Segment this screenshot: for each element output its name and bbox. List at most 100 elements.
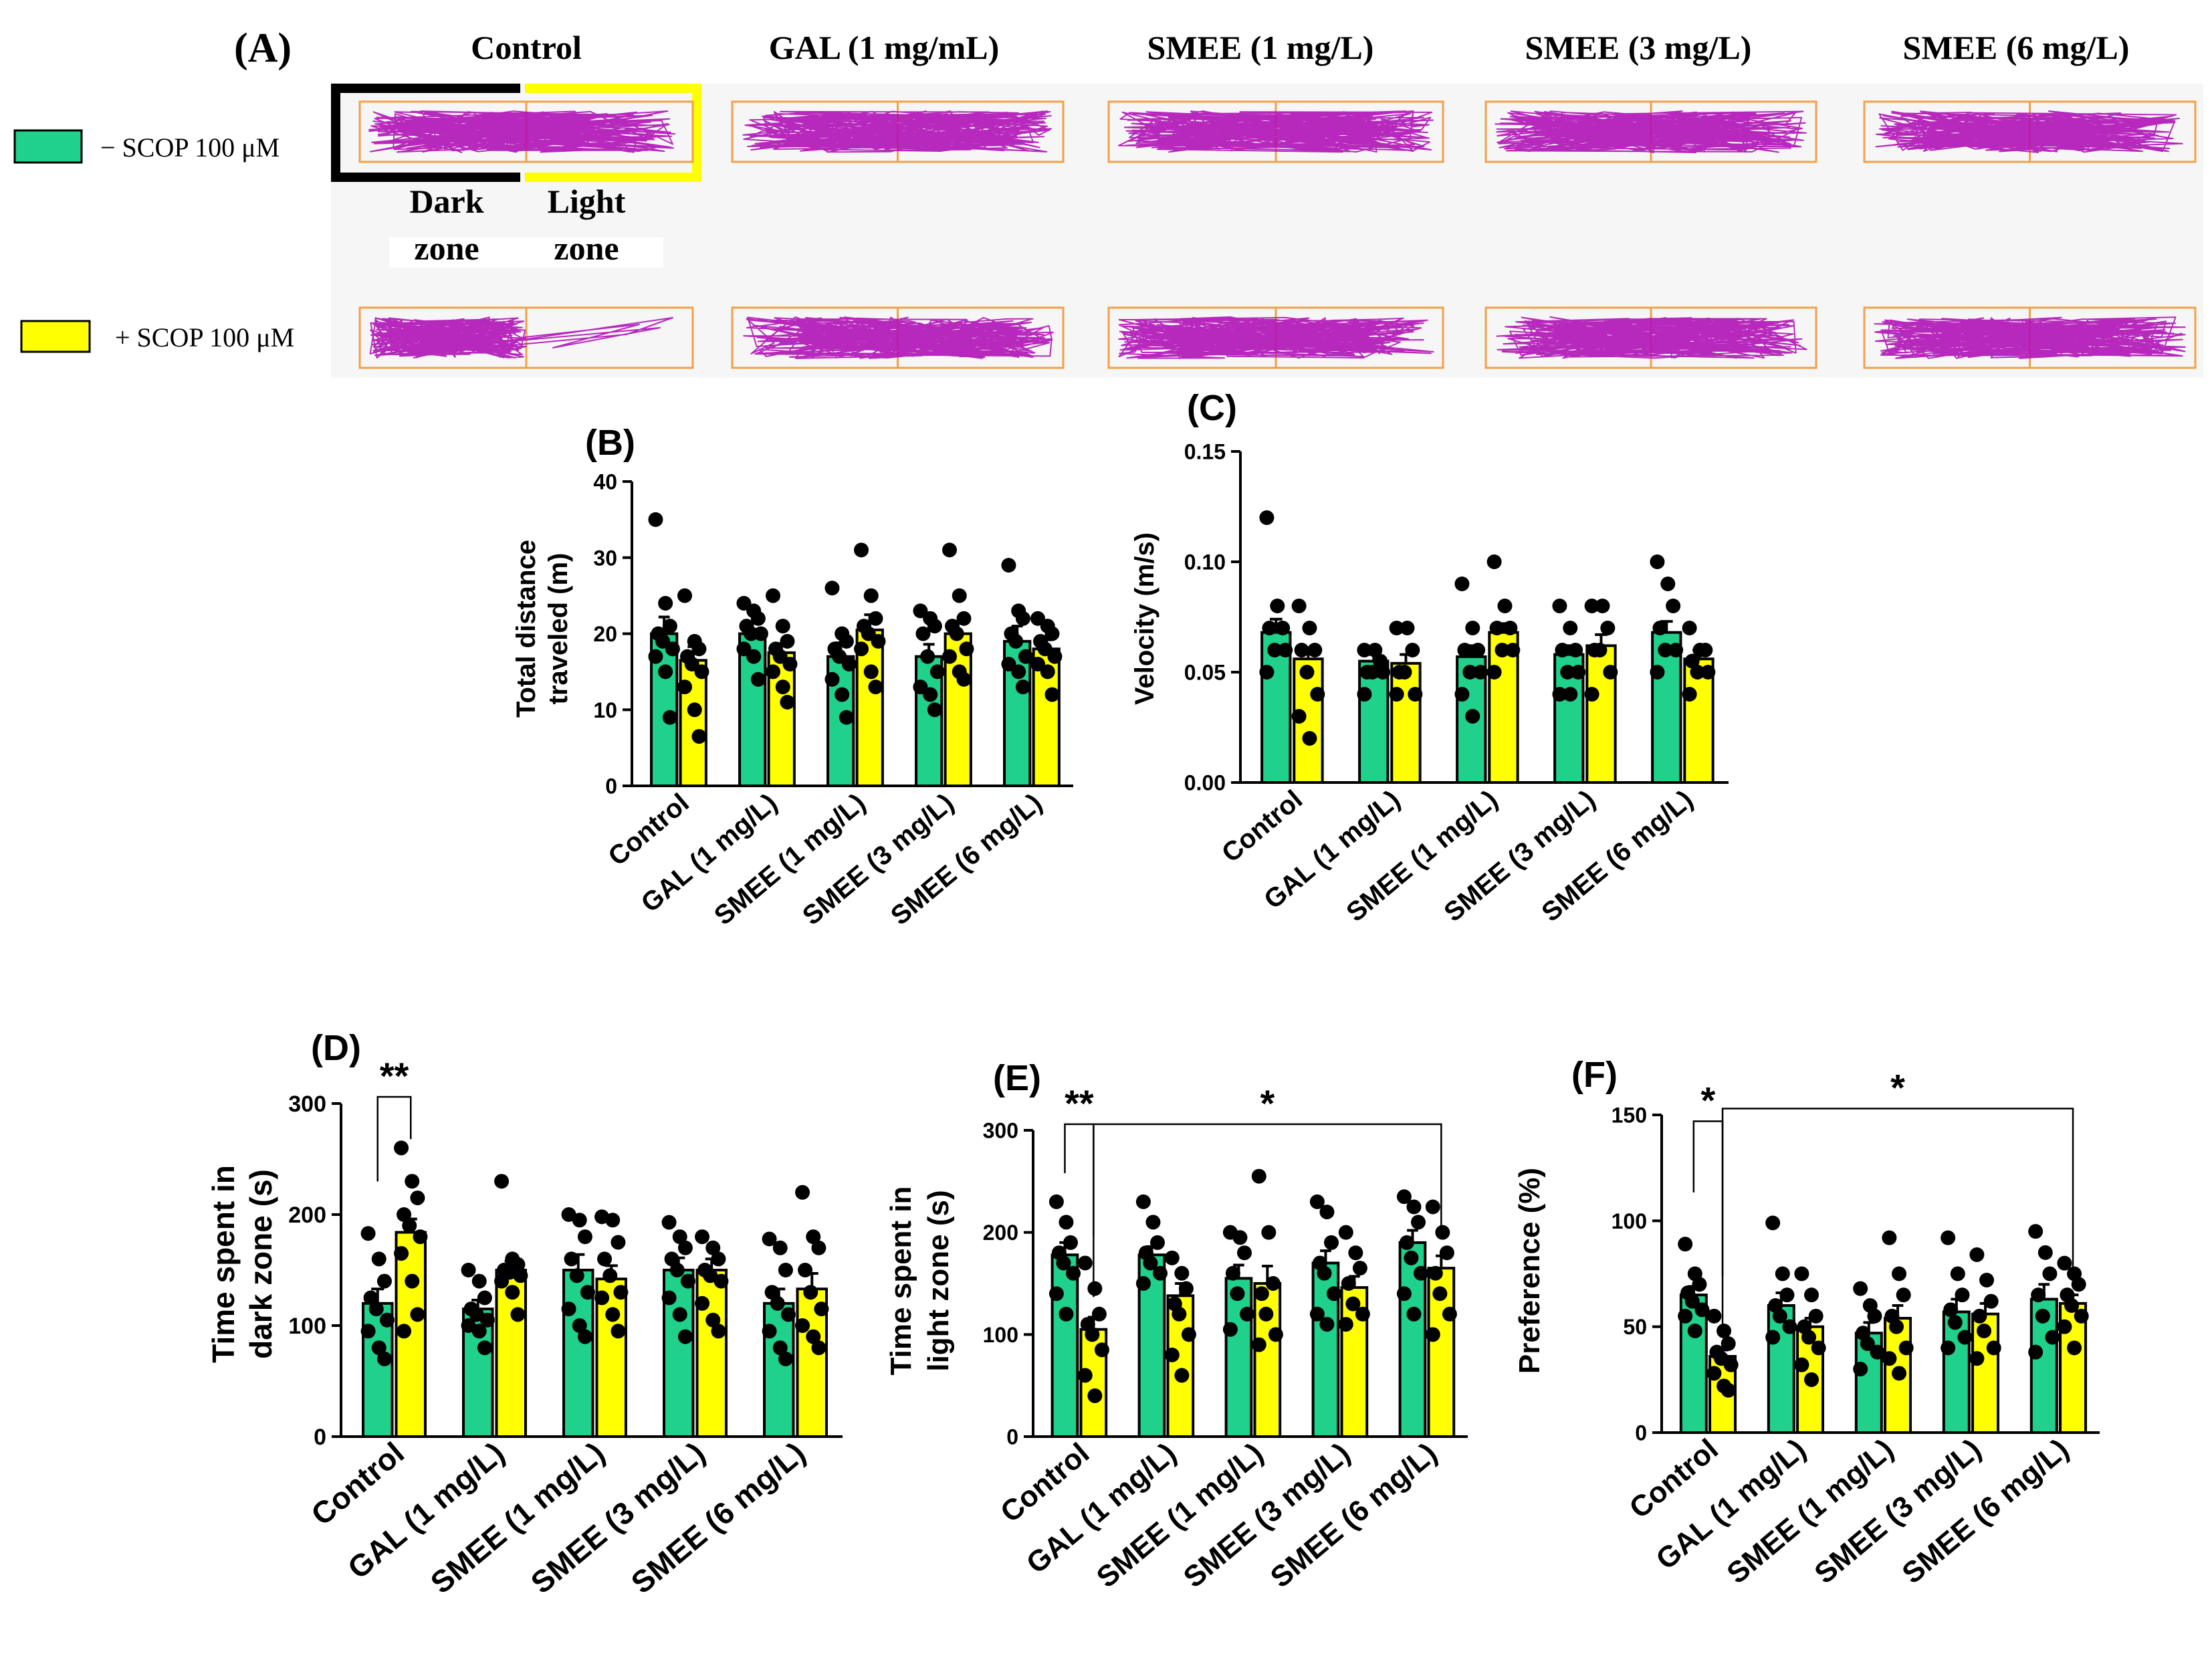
data-point — [1164, 1347, 1180, 1362]
panel-label: (C) — [1187, 388, 1237, 428]
data-point — [605, 1213, 621, 1228]
data-point — [803, 1285, 818, 1300]
data-point — [1094, 1342, 1109, 1358]
data-point — [376, 1351, 392, 1366]
data-point — [662, 619, 677, 634]
data-point — [1018, 649, 1033, 664]
data-point — [1650, 665, 1665, 680]
data-point — [942, 649, 958, 664]
data-point — [1400, 621, 1415, 635]
data-point — [1505, 643, 1521, 657]
data-point — [711, 1251, 726, 1267]
data-point — [1338, 1317, 1353, 1332]
legend-swatch-plus-scop — [20, 320, 91, 353]
data-point — [1077, 1255, 1093, 1271]
data-point — [1867, 1308, 1882, 1324]
data-point — [1489, 621, 1505, 635]
data-point — [927, 619, 942, 634]
data-point — [780, 1307, 796, 1322]
data-point — [1302, 731, 1317, 746]
data-point — [1291, 599, 1307, 613]
significance-marker: * — [1260, 1082, 1275, 1124]
data-point — [766, 588, 781, 603]
data-point — [694, 664, 709, 680]
data-point — [658, 596, 673, 611]
data-point — [1568, 643, 1583, 657]
data-point — [1066, 1265, 1081, 1281]
data-point — [1811, 1340, 1826, 1356]
data-point — [1008, 633, 1024, 649]
data-point — [1425, 1199, 1440, 1215]
data-point — [1486, 665, 1502, 680]
data-point — [1341, 1276, 1356, 1291]
y-tick-label: 0.00 — [1184, 771, 1226, 795]
data-point — [1563, 687, 1578, 702]
data-point — [661, 1215, 677, 1230]
data-point — [1682, 621, 1697, 635]
data-point — [1723, 1357, 1739, 1372]
data-point — [1153, 1265, 1168, 1281]
data-point — [949, 626, 964, 641]
data-point — [1367, 643, 1383, 657]
data-point — [1222, 1322, 1238, 1337]
data-point — [505, 1285, 520, 1300]
data-point — [1658, 643, 1673, 657]
data-point — [1047, 649, 1063, 664]
data-point — [868, 680, 883, 695]
data-point — [841, 657, 857, 671]
data-point — [705, 1312, 721, 1328]
data-point — [2064, 1298, 2080, 1313]
data-point — [942, 542, 958, 558]
x-tick-label: SMEE (6 mg/L) — [625, 1435, 812, 1600]
data-point — [1181, 1327, 1196, 1342]
data-point — [564, 1251, 579, 1267]
chart-b: (B)Total distance traveled (m)010203040Co… — [512, 423, 1073, 931]
data-point — [1259, 665, 1275, 680]
data-point — [2028, 1344, 2043, 1360]
data-point — [2057, 1255, 2072, 1271]
y-axis-label: Time spent in — [885, 1186, 917, 1376]
y-tick-label: 300 — [983, 1119, 1018, 1143]
data-point — [2035, 1308, 2050, 1324]
y-axis-label: Time spent in — [206, 1165, 241, 1363]
y-axis-label: Total distance — [512, 540, 541, 718]
arena — [358, 306, 694, 369]
data-point — [1327, 1286, 1342, 1302]
data-point — [778, 1263, 793, 1277]
x-tick-label: SMEE (1 mg/L) — [709, 788, 871, 931]
arena — [1107, 306, 1444, 369]
data-point — [1497, 599, 1513, 613]
data-point — [1145, 1215, 1161, 1230]
data-point — [611, 1324, 626, 1339]
data-point — [1592, 643, 1608, 657]
data-point — [772, 1240, 788, 1255]
data-point — [661, 1290, 677, 1306]
data-point — [1063, 1235, 1079, 1250]
data-point — [1319, 1317, 1335, 1332]
data-point — [1668, 643, 1684, 657]
data-point — [1397, 665, 1412, 680]
track-path — [1117, 110, 1434, 153]
data-point — [1302, 621, 1317, 635]
data-point — [868, 611, 883, 626]
data-point — [1056, 1255, 1071, 1271]
y-tick-label: 300 — [288, 1092, 326, 1117]
data-point — [1396, 1286, 1412, 1302]
data-point — [1969, 1351, 1985, 1366]
arena — [1484, 306, 1817, 369]
data-point — [1804, 1287, 1819, 1303]
data-point — [915, 626, 931, 641]
data-point — [1969, 1247, 1985, 1262]
data-point — [1979, 1273, 1995, 1287]
data-point — [1600, 621, 1616, 635]
data-point — [1721, 1336, 1736, 1351]
data-point — [1503, 621, 1518, 635]
y-tick-label: 150 — [1612, 1104, 1647, 1128]
track-path — [1875, 110, 2183, 153]
data-point — [594, 1290, 610, 1306]
data-point — [959, 641, 974, 657]
chart-d: (D)Time spent in dark zone (s)0100200300C… — [206, 1028, 843, 1600]
data-point — [2074, 1308, 2089, 1324]
track-path — [1495, 110, 1807, 153]
